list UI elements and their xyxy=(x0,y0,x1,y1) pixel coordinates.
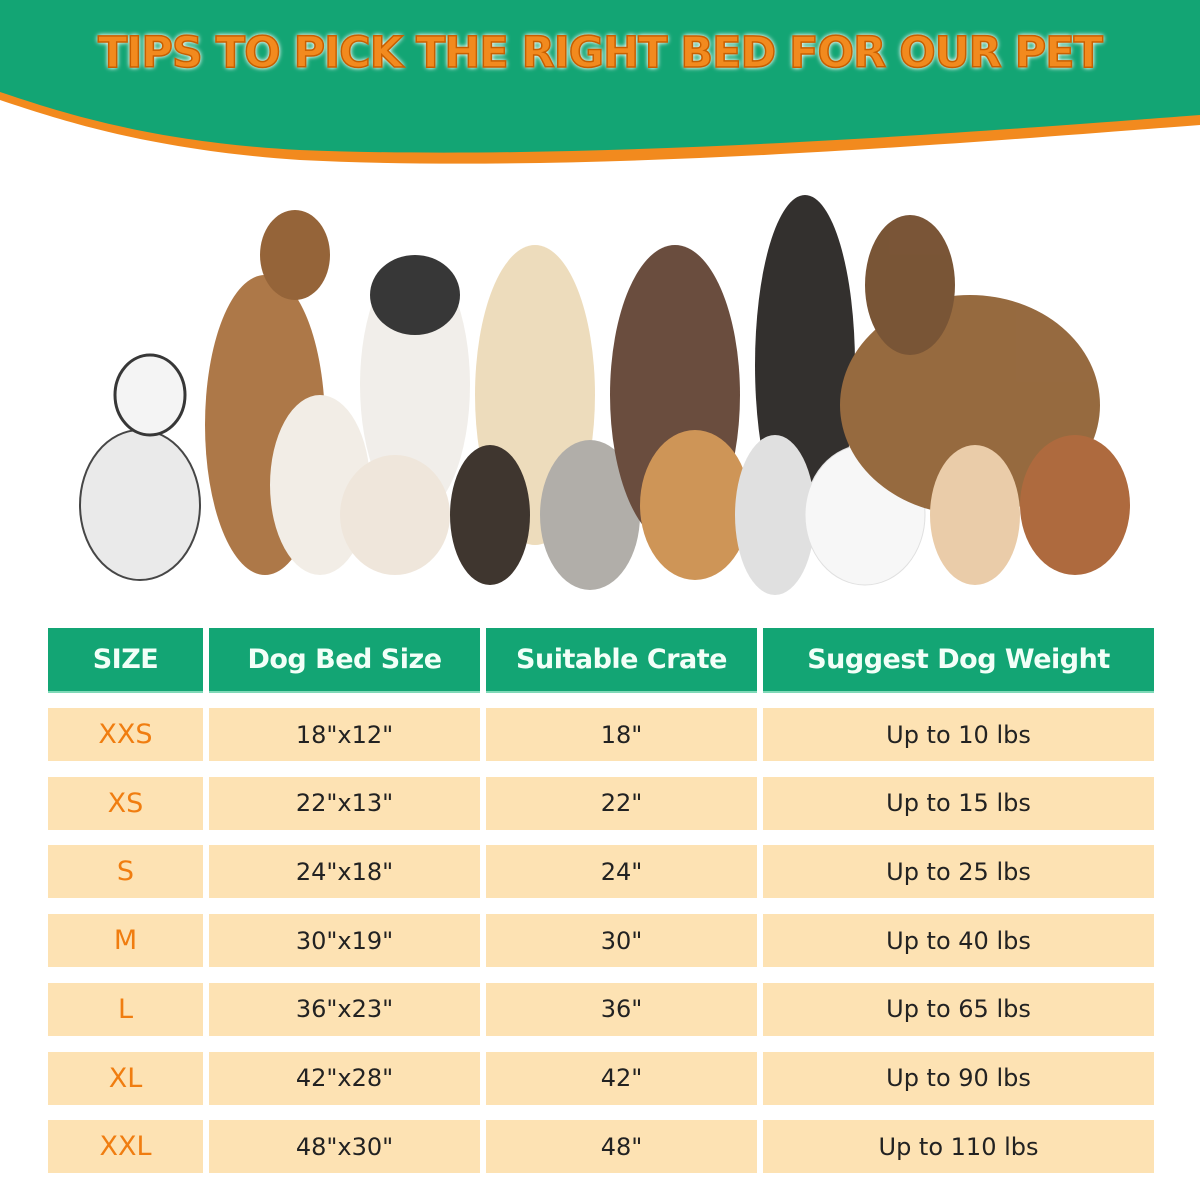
cell-dog-weight: Up to 25 lbs xyxy=(763,845,1154,899)
header-banner xyxy=(0,0,1200,164)
cell-dog-weight: Up to 65 lbs xyxy=(763,982,1154,1036)
cell-suitable-crate: 36" xyxy=(486,982,757,1036)
page-title: TIPS TO PICK THE RIGHT BED FOR OUR PET xyxy=(97,27,1103,79)
cell-suitable-crate: 42" xyxy=(486,1051,757,1105)
cell-dog-weight: Up to 10 lbs xyxy=(763,708,1154,761)
cell-size: XL xyxy=(48,1051,203,1105)
header-size: SIZE xyxy=(48,628,203,693)
dogs-and-cat-group-photo xyxy=(79,195,1130,595)
cell-suitable-crate: 24" xyxy=(486,845,757,899)
cell-suitable-crate: 30" xyxy=(486,914,757,968)
cell-suitable-crate: 18" xyxy=(486,708,757,761)
cell-dog-weight: Up to 15 lbs xyxy=(763,776,1154,830)
cell-dog-bed-size: 30"x19" xyxy=(209,914,480,968)
cell-size: L xyxy=(48,982,203,1036)
cell-size: XXS xyxy=(48,708,203,761)
cell-dog-weight: Up to 40 lbs xyxy=(763,914,1154,968)
cell-size: M xyxy=(48,914,203,968)
cell-dog-bed-size: 48"x30" xyxy=(209,1120,480,1174)
cell-suitable-crate: 22" xyxy=(486,776,757,830)
cell-dog-weight: Up to 90 lbs xyxy=(763,1051,1154,1105)
cell-dog-bed-size: 36"x23" xyxy=(209,982,480,1036)
header-suggest-dog-weight: Suggest Dog Weight xyxy=(763,628,1154,693)
cell-dog-bed-size: 42"x28" xyxy=(209,1051,480,1105)
cell-dog-weight: Up to 110 lbs xyxy=(763,1120,1154,1174)
cell-dog-bed-size: 18"x12" xyxy=(209,708,480,761)
cell-size: S xyxy=(48,845,203,899)
cell-dog-bed-size: 22"x13" xyxy=(209,776,480,830)
cell-size: XXL xyxy=(48,1120,203,1174)
cell-size: XS xyxy=(48,776,203,830)
header-dog-bed-size: Dog Bed Size xyxy=(209,628,480,693)
cell-suitable-crate: 48" xyxy=(486,1120,757,1174)
cell-dog-bed-size: 24"x18" xyxy=(209,845,480,899)
header-suitable-crate: Suitable Crate xyxy=(486,628,757,693)
